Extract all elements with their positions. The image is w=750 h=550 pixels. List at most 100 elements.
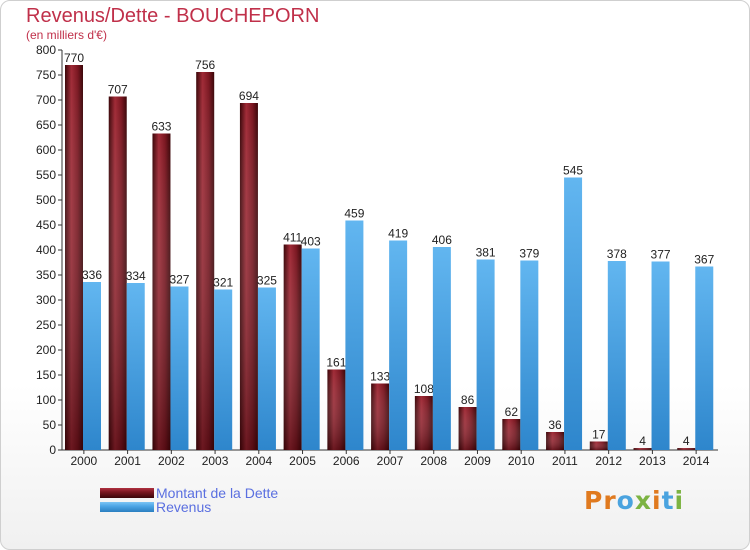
data-label-dette: 633 [151,120,171,134]
legend-swatch-revenus [100,502,154,512]
chart-subtitle: (en milliers d'€) [26,28,107,42]
data-label-dette: 411 [283,231,302,245]
bar-dette-shade [108,96,127,450]
bar-revenus [607,261,626,450]
x-tick-label: 2014 [683,454,710,468]
bar-dette-shade [239,103,258,450]
y-tick-label: 800 [36,43,56,57]
bar-revenus [170,286,189,450]
data-label-revenus: 545 [563,164,583,178]
bar-dette-shade [677,448,696,450]
data-label-dette: 36 [548,418,562,432]
legend-swatch-dette [100,488,154,498]
legend-item-revenus: Revenus [100,499,278,515]
y-tick-label: 750 [36,68,56,82]
bar-revenus [345,220,364,450]
logo-letter: i [674,486,685,515]
bar-revenus [432,247,451,450]
data-label-dette: 161 [326,356,346,370]
proxiti-logo: Proxiti [584,486,684,515]
data-label-dette: 756 [195,58,215,72]
data-label-dette: 694 [239,89,259,103]
x-tick-label: 2008 [420,454,447,468]
data-label-dette: 770 [64,51,84,65]
bar-revenus [564,177,583,450]
data-label-dette: 4 [683,434,690,448]
bar-dette-shade [589,441,608,450]
x-tick-label: 2003 [202,454,229,468]
bar-dette-shade [502,419,521,450]
y-tick-label: 650 [36,118,56,132]
y-tick-label: 100 [36,393,56,407]
bar-revenus [695,266,714,450]
x-tick-label: 2005 [289,454,316,468]
data-label-revenus: 379 [519,247,539,261]
bar-dette-shade [458,407,477,450]
y-tick-label: 200 [36,343,56,357]
data-label-revenus: 419 [388,227,408,241]
data-label-revenus: 325 [257,274,277,288]
bar-revenus [214,289,233,450]
x-tick-label: 2002 [158,454,185,468]
y-tick-label: 700 [36,93,56,107]
legend-label-dette: Montant de la Dette [156,485,279,501]
bar-dette-shade [414,396,433,450]
y-tick-label: 150 [36,368,56,382]
y-tick-label: 550 [36,168,56,182]
bar-revenus [257,287,276,450]
bar-revenus [301,248,320,450]
data-label-dette: 62 [505,405,519,419]
bar-revenus [389,240,408,450]
legend-label-revenus: Revenus [156,499,212,515]
bar-dette-shade [283,244,302,450]
data-label-revenus: 406 [432,233,452,247]
data-label-revenus: 334 [126,269,146,283]
bar-dette-shade [371,383,390,450]
data-label-revenus: 459 [344,207,364,221]
data-label-dette: 108 [414,382,434,396]
y-tick-label: 0 [49,443,56,457]
data-label-revenus: 381 [476,246,496,260]
y-tick-label: 350 [36,268,56,282]
x-tick-label: 2012 [595,454,622,468]
x-tick-label: 2013 [639,454,666,468]
data-label-revenus: 336 [82,268,102,282]
y-tick-label: 600 [36,143,56,157]
bar-revenus [476,259,495,450]
x-tick-label: 2009 [464,454,491,468]
data-label-dette: 86 [461,393,475,407]
y-tick-label: 500 [36,193,56,207]
bar-revenus [126,283,145,450]
logo-letter: x [634,486,652,515]
x-tick-label: 2006 [333,454,360,468]
y-tick-label: 50 [43,418,57,432]
logo-letter: t [661,486,675,515]
data-label-revenus: 367 [694,253,714,267]
logo-letter: r [603,486,617,515]
bar-dette-shade [633,448,652,450]
x-tick-label: 2011 [552,454,578,468]
data-label-revenus: 403 [301,235,321,249]
data-label-revenus: 321 [213,276,233,290]
bar-revenus [83,282,101,450]
data-label-revenus: 378 [607,247,627,261]
bar-dette-shade [327,369,346,450]
chart-title: Revenus/Dette - BOUCHEPORN [26,5,320,27]
bar-revenus [520,260,539,450]
x-tick-label: 2004 [245,454,272,468]
bar-dette-shade [196,72,215,450]
y-tick-label: 450 [36,218,56,232]
data-label-dette: 17 [592,428,606,442]
bar-dette-shade [65,65,83,450]
data-label-dette: 707 [108,83,128,97]
bar-dette-shade [546,432,565,450]
y-tick-label: 300 [36,293,56,307]
x-tick-label: 2007 [377,454,404,468]
data-label-dette: 133 [370,370,390,384]
x-tick-label: 2010 [508,454,535,468]
legend-item-dette: Montant de la Dette [100,485,279,501]
logo-letter: i [652,486,662,515]
logo-letter: o [616,486,635,515]
logo-letter: P [584,486,604,515]
